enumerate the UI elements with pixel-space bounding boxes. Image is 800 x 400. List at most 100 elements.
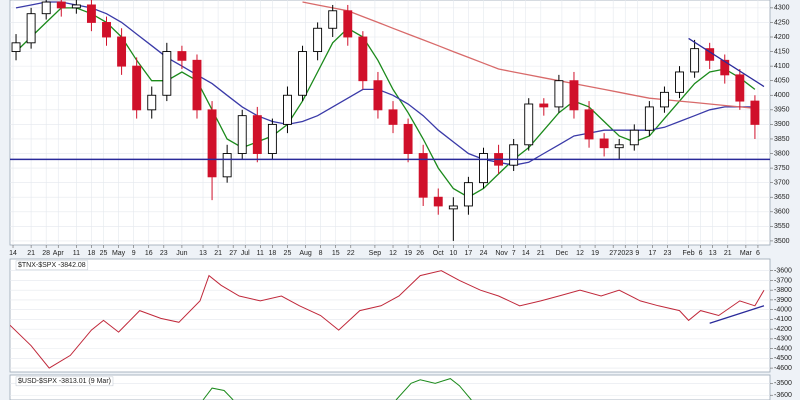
- candle-body: [433, 196, 443, 207]
- candle-body: [343, 10, 353, 38]
- y-tick-label: 4200: [774, 34, 790, 41]
- x-tick-label: 12: [576, 250, 584, 257]
- x-tick-label: 17: [465, 250, 473, 257]
- candle-body: [147, 94, 157, 111]
- y-tick-label: 3900: [774, 121, 790, 128]
- candle-body: [509, 144, 519, 166]
- x-tick-label: Mar: [740, 250, 753, 257]
- y-tick-label: 4100: [774, 63, 790, 70]
- y-tick-label: 3700: [774, 180, 790, 187]
- x-tick-label: 27: [609, 250, 617, 257]
- x-tick-label: 23: [160, 250, 168, 257]
- candle-body: [584, 109, 594, 140]
- y-tick-label: -4000: [774, 306, 792, 313]
- panel-title: $TNX-$SPX -3842.08: [18, 262, 86, 269]
- candle-body: [735, 74, 745, 102]
- x-tick-label: 21: [214, 250, 222, 257]
- candle-body: [177, 51, 187, 61]
- y-tick-label: -4600: [774, 365, 792, 372]
- candle-body: [283, 94, 292, 125]
- x-tick-label: 23: [664, 250, 672, 257]
- candle-body: [569, 80, 579, 111]
- x-tick-label: 13: [199, 250, 207, 257]
- candle-body: [71, 4, 81, 9]
- x-tick-label: 11: [257, 250, 264, 257]
- y-tick-label: 3500: [774, 238, 790, 245]
- x-tick-label: 21: [537, 250, 545, 257]
- candle-body: [26, 13, 36, 44]
- x-tick-label: Dec: [556, 250, 569, 257]
- candle-body: [267, 123, 277, 154]
- candle-body: [41, 1, 51, 15]
- candle-body: [192, 59, 202, 111]
- trend-line: [688, 37, 765, 88]
- y-tick-label: -4400: [774, 345, 792, 352]
- candle-body: [614, 144, 624, 149]
- x-tick-label: Sep: [369, 250, 382, 257]
- x-tick-label: 11: [73, 250, 80, 257]
- candle-body: [599, 138, 609, 149]
- y-tick-label: -4100: [774, 316, 792, 323]
- candle-body: [86, 4, 96, 23]
- panel-title-bg: [15, 376, 114, 387]
- candle-body: [539, 103, 549, 108]
- candle-body: [252, 115, 262, 154]
- y-tick-label: -3900: [774, 297, 792, 304]
- candle-body: [524, 103, 534, 146]
- y-tick-label: -3800: [774, 287, 792, 294]
- x-tick-label: 18: [268, 250, 276, 257]
- candle-body: [237, 115, 247, 154]
- x-tick-label: 6: [756, 250, 760, 257]
- x-tick-label: 10: [449, 250, 457, 257]
- candle-body: [358, 36, 368, 82]
- x-tick-label: Jul: [241, 250, 250, 257]
- x-tick-label: 7: [512, 250, 516, 257]
- y-tick-label: 3950: [774, 107, 790, 114]
- x-tick-label: 24: [480, 250, 488, 257]
- panel: [9, 258, 771, 373]
- x-tick-label: Oct: [433, 250, 444, 257]
- x-tick-label: Jun: [176, 250, 187, 257]
- panel-title: $USD-$SPX -3813.01 (9 Mar): [18, 378, 111, 385]
- candle-body: [102, 21, 111, 38]
- x-tick-label: Apr: [53, 250, 65, 257]
- y-tick-label: 3850: [774, 136, 790, 143]
- y-tick-label: 3650: [774, 194, 790, 201]
- y-tick-label: -3500: [774, 380, 792, 387]
- candle-body: [162, 51, 172, 96]
- candle-body: [690, 48, 700, 73]
- x-tick-label: 25: [100, 250, 108, 257]
- plot-area: [10, 378, 770, 400]
- y-tick-label: 4250: [774, 19, 790, 26]
- line: [202, 378, 472, 400]
- candle-body: [388, 109, 398, 125]
- x-tick-label: 14: [522, 250, 530, 257]
- x-tick-label: 27: [229, 250, 237, 257]
- x-tick-label: 15: [332, 250, 340, 257]
- x-tick-label: 12: [389, 250, 397, 257]
- trend-line: [709, 305, 765, 324]
- x-tick-label: 26: [416, 250, 424, 257]
- plot-area: [10, 270, 770, 369]
- y-tick-label: 4000: [774, 92, 790, 99]
- x-tick-label: 9: [635, 250, 639, 257]
- y-tick-label: -3600: [774, 268, 792, 275]
- candle-body: [659, 91, 669, 108]
- x-tick-label: 19: [404, 250, 412, 257]
- candle-body: [207, 109, 217, 178]
- candle-body: [403, 123, 413, 154]
- x-tick-label: 8: [319, 250, 323, 257]
- candle-body: [298, 51, 307, 96]
- line: [10, 270, 765, 369]
- x-tick-label: 18: [88, 250, 96, 257]
- candle-body: [554, 80, 564, 108]
- y-tick-label: 4050: [774, 78, 790, 85]
- y-tick-label: 3750: [774, 165, 790, 172]
- y-tick-label: 4300: [774, 5, 790, 12]
- panel-title-bg: [15, 260, 89, 271]
- x-tick-label: Feb: [683, 250, 695, 257]
- candle-body: [675, 71, 684, 93]
- y-tick-label: -4200: [774, 326, 792, 333]
- x-tick-label: 13: [709, 250, 717, 257]
- y-tick-label: -4300: [774, 336, 792, 343]
